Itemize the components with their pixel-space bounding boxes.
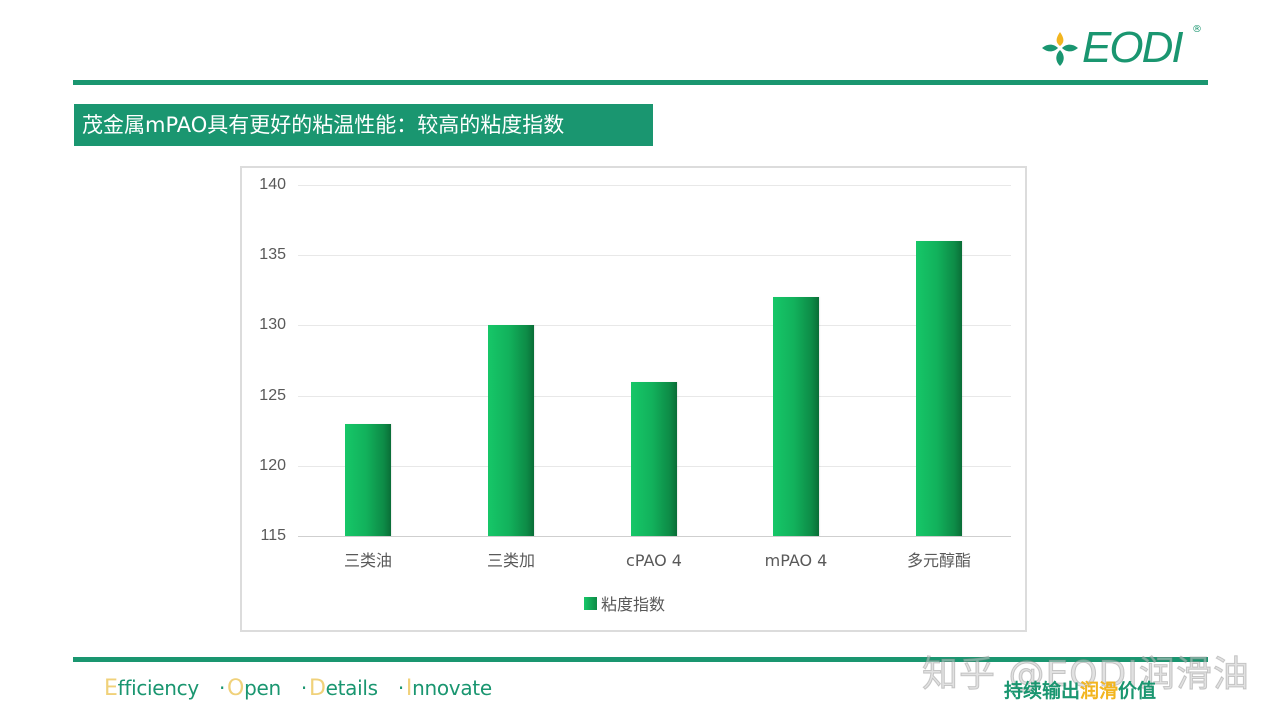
slogan-word: fficiency [117,676,200,700]
y-tick-label: 140 [259,176,286,193]
gridline [298,185,1011,186]
x-category-label: 三类油 [343,551,392,570]
bar [631,382,677,536]
y-tick-label: 130 [259,316,286,333]
x-axis-line [298,536,1011,537]
registered-mark: ® [1192,24,1202,35]
bar [916,241,962,536]
chart-legend: 粘度指数 [584,592,665,614]
eodi-logo: EODI ® [1040,22,1210,74]
x-category-label: 多元醇酯 [906,551,971,570]
y-tick-label: 135 [259,246,286,263]
slogan-cap: E [104,676,118,701]
gridline [298,255,1011,256]
y-tick-label: 115 [260,527,286,544]
gridline [298,325,1011,326]
legend-swatch [584,596,597,610]
slogan-word: pen [244,676,281,700]
leaf-drop-icon [1042,32,1078,66]
slogan-separator: · [218,676,226,700]
y-tick-label: 125 [259,387,286,404]
slogan-word: etails [325,676,378,700]
x-category-label: mPAO 4 [764,551,828,570]
bar [773,297,819,536]
slogan-separator: · [300,676,307,700]
legend-label: 粘度指数 [601,595,666,614]
x-category-label: cPAO 4 [626,551,682,570]
slogan-word: nnovate [412,676,492,700]
slogan-chinese: 持续输出润滑价值 [1004,676,1156,703]
footer-divider [73,657,1208,662]
slogan-cap: D [308,676,326,701]
header-divider [73,80,1208,85]
slogan-cn-part1: 持续输出 [1004,680,1081,702]
slogan-cn-part2: 价值 [1118,680,1157,702]
logo-text: EODI [1082,23,1184,72]
bar [345,424,391,536]
slide-title: 茂金属mPAO具有更好的粘温性能：较高的粘度指数 [74,104,653,146]
slogan-separator: · [397,676,404,700]
slogan-cap: O [227,676,245,701]
y-tick-label: 120 [259,457,286,474]
slogan-cap: I [405,676,413,701]
slogan-cn-highlight: 润滑 [1080,680,1119,702]
bar [488,325,534,536]
slogan-english: Efficiency ·Open ·Details ·Innovate [104,676,492,701]
zhihu-watermark: 知乎 @EODI润滑油 [922,654,1250,696]
x-category-label: 三类加 [486,551,535,570]
